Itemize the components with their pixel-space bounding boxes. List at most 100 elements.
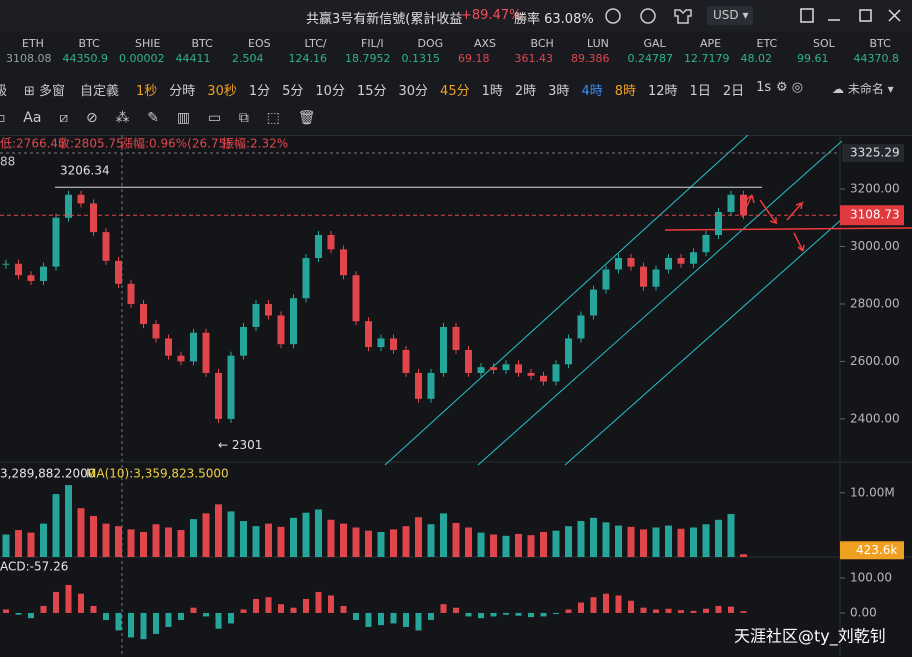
interval-button[interactable]: 30分: [398, 84, 429, 99]
search-icon[interactable]: [640, 8, 656, 24]
macd-bar: [15, 612, 22, 615]
ticker-item[interactable]: LUN 89.386: [571, 36, 610, 66]
candle-body: [477, 367, 485, 373]
interval-button[interactable]: 12時: [648, 84, 678, 99]
ticker-item[interactable]: ETH 3108.08: [6, 36, 52, 66]
ticker-name: LTC/: [304, 37, 327, 50]
volume-bar: [102, 523, 110, 557]
macd-bar: [165, 612, 172, 627]
macd-bar: [640, 607, 647, 613]
volume-bar: [502, 535, 510, 557]
ticker-item[interactable]: SOL 99.61: [797, 36, 835, 66]
interval-button[interactable]: 2時: [514, 84, 537, 99]
profit-text: +89.47%: [461, 8, 522, 23]
volume-bar: [177, 530, 185, 557]
interval-button[interactable]: 10分: [315, 84, 345, 99]
macd-bar: [365, 612, 372, 627]
ticker-item[interactable]: EOS 2.504: [232, 36, 271, 66]
ticker-item[interactable]: LTC/124.16: [289, 36, 328, 66]
signal-text[interactable]: 共赢3号有新信號(累計收益: [306, 12, 463, 27]
ticker-price: 2.504: [232, 52, 264, 65]
macd-bar: [740, 611, 747, 613]
candle-body: [402, 349, 410, 373]
currency-select[interactable]: USD ▾: [707, 6, 753, 25]
volume-bar: [715, 519, 722, 557]
ticker-item[interactable]: ETC 48.02: [741, 36, 778, 66]
candle-body: [40, 266, 47, 281]
volume-bar: [315, 509, 322, 557]
ticker-name: BTC: [869, 37, 891, 50]
ticker-item[interactable]: BTC 44370.8: [854, 36, 900, 66]
ticker-item[interactable]: BTC 44411: [176, 36, 213, 66]
interval-button[interactable]: 3時: [548, 84, 570, 99]
candle-body: [552, 364, 560, 382]
ticker-item[interactable]: AXS 69.18: [458, 36, 496, 66]
tool-icons[interactable]: ▫ Aa ⧄ ⊘ ⁂ ✎ ▥ ▭ ⧉ ⬚ 🗑: [0, 110, 316, 126]
custom-button[interactable]: 自定義: [80, 84, 120, 99]
interval-button[interactable]: 1s: [756, 80, 772, 95]
volume-bar: [202, 513, 210, 557]
restore-icon[interactable]: [800, 8, 814, 23]
interval-button[interactable]: 30秒: [207, 84, 237, 99]
macd-bar: [615, 595, 622, 613]
candle-body: [527, 372, 535, 376]
volume-ma-label: MA(10):3,359,823.5000: [86, 467, 229, 481]
volume-bar: [490, 534, 497, 557]
candle-body: [627, 257, 635, 267]
ticker-item[interactable]: APE 12.7179: [684, 36, 730, 66]
info-extra: 88: [0, 155, 15, 169]
candle-body: [2, 263, 10, 265]
ticker-item[interactable]: DOG 0.1315: [402, 36, 444, 66]
interval-button[interactable]: 1秒: [136, 84, 158, 99]
close-icon[interactable]: [888, 9, 901, 22]
interval-button[interactable]: 5分: [282, 84, 304, 99]
candle-body: [365, 321, 372, 348]
candle-body: [315, 234, 322, 258]
ticker-name: DOG: [417, 37, 444, 50]
interval-button[interactable]: 1時: [481, 84, 503, 99]
preset-button[interactable]: ☁ 未命名 ▾: [832, 82, 894, 96]
candle-body: [452, 326, 460, 350]
ticker-item[interactable]: GAL 0.24787: [628, 36, 674, 66]
macd-bar: [653, 609, 659, 613]
ticker-price: 0.00002: [119, 52, 165, 65]
maximize-icon[interactable]: [859, 9, 872, 22]
interval-button[interactable]: 45分: [440, 84, 470, 99]
macd-bar: [265, 597, 272, 613]
candle-body: [277, 315, 285, 345]
candle-body: [677, 257, 685, 264]
ticker-price: 0.1315: [401, 52, 441, 65]
ticker-item[interactable]: FIL/I 18.7952: [345, 36, 391, 66]
bell-icon[interactable]: [605, 8, 621, 24]
interval-button[interactable]: 分時: [169, 84, 196, 99]
macd-bar: [40, 605, 47, 613]
macd-bar: [465, 612, 472, 617]
interval-button[interactable]: 8時: [614, 84, 636, 99]
volume-bar: [565, 526, 572, 557]
macd-bar: [278, 604, 284, 613]
interval-button[interactable]: 2日: [722, 84, 745, 99]
layout-button[interactable]: ⊞ 多窗: [24, 84, 66, 99]
volume-bar: [577, 521, 585, 557]
interval-button[interactable]: 1分: [248, 84, 271, 99]
ticker-name: LUN: [587, 37, 609, 50]
ticker-price: 18.7952: [345, 52, 391, 65]
interval-button[interactable]: 1日: [689, 84, 711, 99]
interval-button[interactable]: 4時: [581, 84, 603, 99]
macd-bar: [215, 612, 222, 629]
settings-icons[interactable]: ⚙ ◎: [776, 80, 804, 95]
layout-left[interactable]: 級: [0, 84, 8, 99]
candle-body: [102, 232, 110, 261]
preset-text: 未命名: [847, 82, 884, 96]
ticker-item[interactable]: SHIE 0.00002: [119, 36, 165, 66]
shirt-icon[interactable]: [674, 9, 692, 24]
ticker-item[interactable]: BTC 44350.9: [63, 36, 109, 66]
ticker-name: BCH: [530, 37, 554, 50]
interval-button[interactable]: 15分: [356, 84, 387, 99]
volume-bar: [477, 532, 485, 557]
window-controls: [800, 8, 901, 23]
ticker-name: SHIE: [135, 37, 161, 50]
ticker-name: GAL: [643, 37, 666, 50]
ticker-item[interactable]: BCH 361.43: [515, 36, 554, 66]
